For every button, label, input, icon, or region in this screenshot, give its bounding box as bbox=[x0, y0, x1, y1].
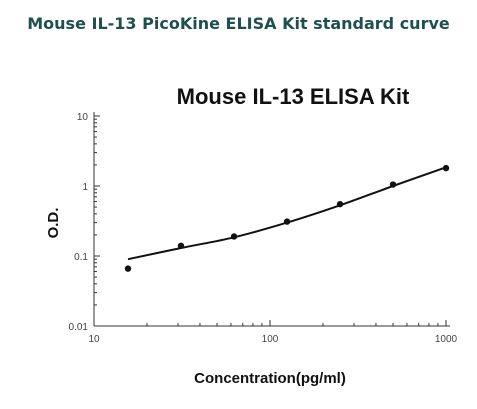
fit-layer bbox=[127, 166, 447, 261]
y-tick-label: 0.01 bbox=[69, 322, 89, 333]
fit-curve bbox=[127, 166, 447, 261]
data-point bbox=[442, 164, 450, 172]
y-tick-label: 0.1 bbox=[74, 252, 88, 263]
points-layer bbox=[124, 164, 450, 272]
x-tick-label: 1000 bbox=[435, 334, 458, 345]
data-point bbox=[177, 242, 185, 249]
data-point bbox=[336, 200, 344, 208]
chart-title: Mouse IL-13 ELISA Kit bbox=[177, 84, 410, 109]
data-point bbox=[283, 218, 291, 225]
data-point bbox=[124, 265, 132, 272]
data-point bbox=[389, 181, 397, 188]
y-axis-label: O.D. bbox=[45, 208, 62, 239]
axes-layer: 0.01 0.1 1 10 10 100 1000 bbox=[69, 112, 458, 345]
y-tick-label: 1 bbox=[82, 182, 88, 193]
x-tick-label: 10 bbox=[88, 334, 100, 345]
x-tick-label: 100 bbox=[262, 334, 279, 345]
x-axis-label: Concentration(pg/ml) bbox=[194, 370, 346, 387]
data-point bbox=[230, 233, 238, 240]
y-tick-label: 10 bbox=[77, 112, 89, 123]
page-title: Mouse IL-13 PicoKine ELISA Kit standard … bbox=[27, 14, 450, 33]
